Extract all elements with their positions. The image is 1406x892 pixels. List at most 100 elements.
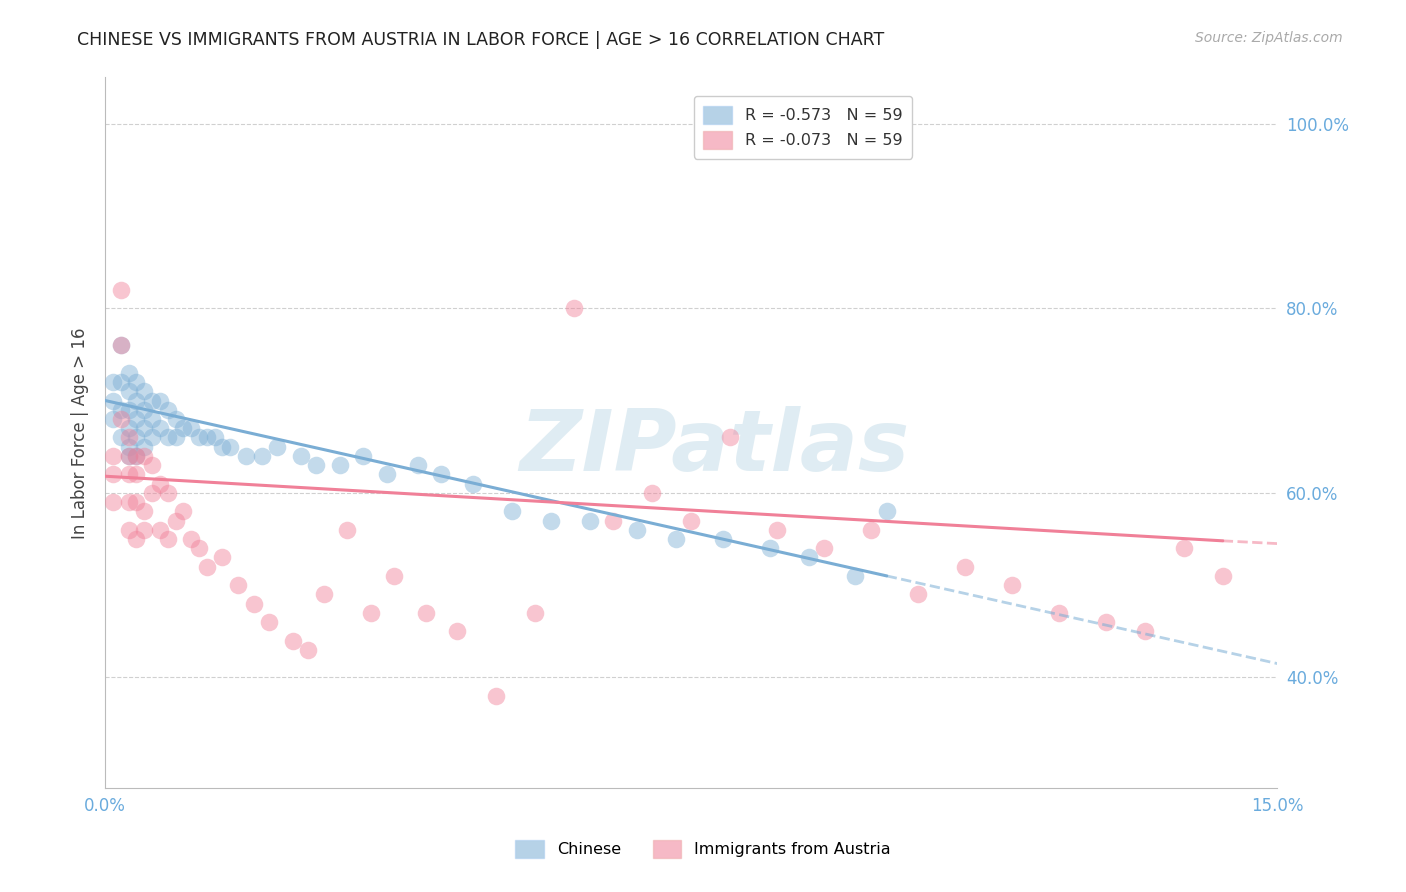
Point — [204, 430, 226, 444]
Point — [125, 467, 148, 482]
Point — [110, 283, 132, 297]
Point — [540, 514, 562, 528]
Legend: R = -0.573   N = 59, R = -0.073   N = 59: R = -0.573 N = 59, R = -0.073 N = 59 — [693, 96, 912, 159]
Y-axis label: In Labor Force | Age > 16: In Labor Force | Age > 16 — [72, 327, 89, 539]
Point — [281, 633, 304, 648]
Point — [156, 532, 179, 546]
Point — [188, 541, 211, 556]
Point — [125, 412, 148, 426]
Point — [266, 440, 288, 454]
Point — [141, 486, 163, 500]
Point — [101, 375, 124, 389]
Point — [149, 476, 172, 491]
Point — [336, 523, 359, 537]
Point — [312, 587, 335, 601]
Legend: Chinese, Immigrants from Austria: Chinese, Immigrants from Austria — [506, 830, 900, 868]
Text: ZIPatlas: ZIPatlas — [520, 406, 910, 489]
Point — [352, 449, 374, 463]
Point — [165, 412, 187, 426]
Point — [578, 514, 600, 528]
Point — [242, 597, 264, 611]
Point — [101, 467, 124, 482]
Point — [141, 430, 163, 444]
Point — [305, 458, 328, 472]
Point — [101, 412, 124, 426]
Point — [461, 476, 484, 491]
Point — [406, 458, 429, 472]
Point — [907, 587, 929, 601]
Point — [118, 449, 141, 463]
Point — [125, 393, 148, 408]
Point — [165, 514, 187, 528]
Point — [149, 393, 172, 408]
Point — [172, 504, 194, 518]
Point — [415, 606, 437, 620]
Point — [110, 412, 132, 426]
Point — [110, 375, 132, 389]
Point — [134, 384, 156, 399]
Point — [180, 421, 202, 435]
Point — [125, 449, 148, 463]
Point — [1212, 569, 1234, 583]
Point — [141, 412, 163, 426]
Point — [195, 559, 218, 574]
Point — [156, 486, 179, 500]
Point — [125, 495, 148, 509]
Point — [110, 338, 132, 352]
Point — [156, 402, 179, 417]
Point — [641, 486, 664, 500]
Point — [110, 402, 132, 417]
Point — [101, 393, 124, 408]
Point — [876, 504, 898, 518]
Point — [501, 504, 523, 518]
Point — [134, 449, 156, 463]
Point — [172, 421, 194, 435]
Point — [118, 449, 141, 463]
Point — [118, 440, 141, 454]
Point — [110, 338, 132, 352]
Point — [1173, 541, 1195, 556]
Point — [711, 532, 734, 546]
Point — [101, 449, 124, 463]
Point — [165, 430, 187, 444]
Point — [375, 467, 398, 482]
Point — [118, 430, 141, 444]
Point — [382, 569, 405, 583]
Point — [297, 642, 319, 657]
Point — [134, 523, 156, 537]
Point — [720, 430, 742, 444]
Point — [1094, 615, 1116, 629]
Point — [766, 523, 789, 537]
Point — [860, 523, 883, 537]
Point — [813, 541, 835, 556]
Point — [259, 615, 281, 629]
Point — [446, 624, 468, 639]
Point — [226, 578, 249, 592]
Point — [602, 514, 624, 528]
Text: Source: ZipAtlas.com: Source: ZipAtlas.com — [1195, 31, 1343, 45]
Point — [329, 458, 352, 472]
Point — [665, 532, 688, 546]
Point — [1047, 606, 1070, 620]
Point — [118, 366, 141, 380]
Point — [141, 458, 163, 472]
Text: CHINESE VS IMMIGRANTS FROM AUSTRIA IN LABOR FORCE | AGE > 16 CORRELATION CHART: CHINESE VS IMMIGRANTS FROM AUSTRIA IN LA… — [77, 31, 884, 49]
Point — [118, 523, 141, 537]
Point — [125, 430, 148, 444]
Point — [134, 421, 156, 435]
Point — [118, 402, 141, 417]
Point — [141, 393, 163, 408]
Point — [134, 402, 156, 417]
Point — [758, 541, 780, 556]
Point — [485, 689, 508, 703]
Point — [134, 440, 156, 454]
Point — [118, 384, 141, 399]
Point — [180, 532, 202, 546]
Point — [1133, 624, 1156, 639]
Point — [360, 606, 382, 620]
Point — [626, 523, 648, 537]
Point — [211, 440, 233, 454]
Point — [1001, 578, 1024, 592]
Point — [797, 550, 820, 565]
Point — [290, 449, 312, 463]
